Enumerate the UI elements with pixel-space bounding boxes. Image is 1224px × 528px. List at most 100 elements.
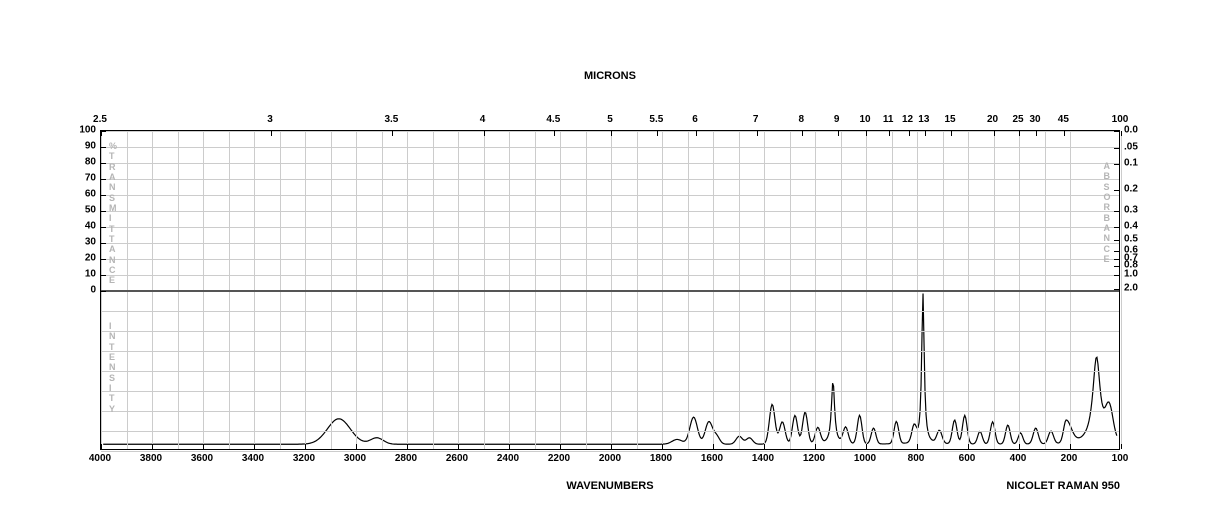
top-tick-label: 4.5	[546, 114, 560, 125]
top-tick-label: 20	[987, 114, 998, 125]
right-tick-mark	[1114, 251, 1119, 252]
top-tick-label: 15	[944, 114, 955, 125]
grid-hline	[101, 431, 1119, 432]
grid-vline	[1121, 131, 1122, 449]
bottom-tick-label: 2400	[497, 453, 519, 475]
left-tick-mark	[101, 259, 106, 260]
right-tick-mark	[1114, 289, 1119, 290]
bottom-tick-mark	[407, 444, 408, 449]
right-tick-label: 0.1	[1124, 157, 1146, 168]
grid-hline	[101, 227, 1119, 228]
left-tick-label: 90	[76, 141, 96, 152]
grid-hline	[101, 179, 1119, 180]
bottom-tick-label: 2000	[599, 453, 621, 475]
left-tick-label: 80	[76, 157, 96, 168]
bottom-tick-mark	[152, 444, 153, 449]
top-tick-label: 8	[798, 114, 804, 125]
left-tick-label: 50	[76, 205, 96, 216]
top-tick-mark	[1121, 131, 1122, 136]
top-tick-mark	[1019, 131, 1020, 136]
left-tick-label: 30	[76, 237, 96, 248]
bottom-tick-label: 1600	[701, 453, 723, 475]
bottom-tick-label: 3400	[242, 453, 264, 475]
right-tick-label: 0.2	[1124, 184, 1146, 195]
left-tick-mark	[101, 243, 106, 244]
grid-hline	[101, 311, 1119, 312]
top-tick-mark	[271, 131, 272, 136]
grid-hline	[101, 331, 1119, 332]
top-tick-label: 2.5	[93, 114, 107, 125]
bottom-tick-mark	[1070, 444, 1071, 449]
top-tick-label: 11	[883, 114, 894, 125]
top-tick-mark	[757, 131, 758, 136]
bottom-tick-label: 3600	[191, 453, 213, 475]
left-tick-mark	[101, 227, 106, 228]
bottom-tick-mark	[815, 444, 816, 449]
bottom-tick-mark	[764, 444, 765, 449]
top-tick-mark	[1064, 131, 1065, 136]
top-tick-label: 6	[692, 114, 698, 125]
right-tick-label: 2.0	[1124, 283, 1146, 294]
panel-separator	[101, 290, 1119, 292]
left-tick-label: 40	[76, 221, 96, 232]
bottom-tick-mark	[866, 444, 867, 449]
top-tick-label: 12	[902, 114, 913, 125]
grid-hline	[101, 243, 1119, 244]
bottom-tick-label: 600	[959, 453, 976, 475]
top-tick-mark	[889, 131, 890, 136]
left-tick-label: 70	[76, 173, 96, 184]
left-tick-label: 10	[76, 269, 96, 280]
bottom-tick-label: 4000	[89, 453, 111, 475]
right-tick-mark	[1114, 240, 1119, 241]
top-tick-mark	[802, 131, 803, 136]
top-tick-mark	[554, 131, 555, 136]
bottom-tick-label: 1000	[854, 453, 876, 475]
plot-area: %TRANSMITTANCEABSORBANCEINTENSITY	[100, 130, 1120, 450]
bottom-tick-mark	[254, 444, 255, 449]
instrument-footer: NICOLET RAMAN 950	[1006, 480, 1120, 492]
left-tick-mark	[101, 179, 106, 180]
left-tick-label: 20	[76, 253, 96, 264]
top-tick-label: 3	[267, 114, 273, 125]
spectrum-path	[103, 293, 1117, 444]
bottom-tick-label: 3200	[293, 453, 315, 475]
top-tick-label: 100	[1112, 114, 1129, 125]
bottom-tick-mark	[560, 444, 561, 449]
right-tick-mark	[1114, 190, 1119, 191]
right-tick-label: 0.0	[1124, 125, 1146, 136]
bottom-tick-mark	[662, 444, 663, 449]
bottom-tick-mark	[305, 444, 306, 449]
top-tick-label: 45	[1058, 114, 1069, 125]
top-tick-mark	[611, 131, 612, 136]
top-tick-mark	[925, 131, 926, 136]
bottom-tick-label: 800	[908, 453, 925, 475]
top-tick-label: 4	[480, 114, 486, 125]
top-tick-mark	[1036, 131, 1037, 136]
grid-hline	[101, 211, 1119, 212]
bottom-tick-label: 200	[1061, 453, 1078, 475]
bottom-tick-label: 2800	[395, 453, 417, 475]
top-tick-mark	[866, 131, 867, 136]
bottom-tick-mark	[1019, 444, 1020, 449]
right-tick-mark	[1114, 211, 1119, 212]
bottom-tick-mark	[509, 444, 510, 449]
bottom-tick-label: 1200	[803, 453, 825, 475]
bottom-tick-mark	[968, 444, 969, 449]
bottom-tick-label: 2200	[548, 453, 570, 475]
top-tick-label: 30	[1029, 114, 1040, 125]
right-tick-label: 0.5	[1124, 234, 1146, 245]
grid-hline	[101, 391, 1119, 392]
right-tick-mark	[1114, 164, 1119, 165]
bottom-tick-mark	[713, 444, 714, 449]
left-tick-mark	[101, 211, 106, 212]
grid-hline	[101, 163, 1119, 164]
bottom-tick-label: 1800	[650, 453, 672, 475]
bottom-tick-mark	[356, 444, 357, 449]
top-tick-label: 9	[834, 114, 840, 125]
top-tick-mark	[657, 131, 658, 136]
right-tick-mark	[1114, 259, 1119, 260]
right-tick-mark	[1114, 148, 1119, 149]
bottom-tick-label: 400	[1010, 453, 1027, 475]
bottom-axis-title: WAVENUMBERS	[100, 480, 1120, 492]
left-axis-watermark: INTENSITY	[109, 321, 116, 414]
